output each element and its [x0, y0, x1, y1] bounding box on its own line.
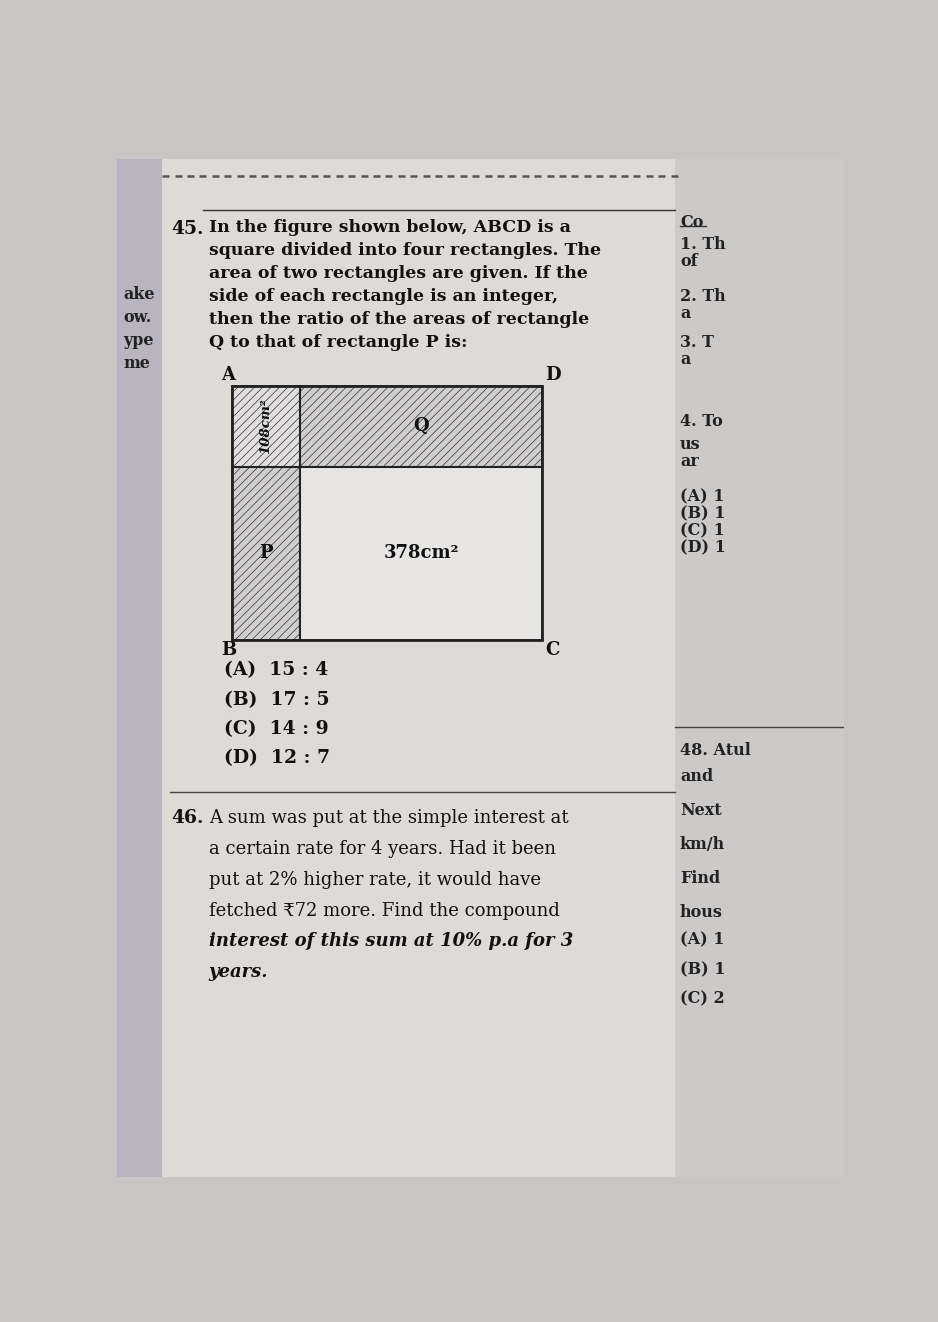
- Text: ake: ake: [124, 286, 155, 303]
- Text: Q to that of rectangle P is:: Q to that of rectangle P is:: [208, 334, 467, 352]
- Text: and: and: [680, 768, 713, 785]
- Text: Find: Find: [680, 870, 720, 887]
- Text: C: C: [545, 641, 559, 660]
- Text: a: a: [680, 305, 690, 323]
- Text: ow.: ow.: [124, 309, 152, 325]
- Text: put at 2% higher rate, it would have: put at 2% higher rate, it would have: [208, 871, 540, 888]
- Bar: [300, 467, 542, 640]
- Text: 45.: 45.: [172, 221, 204, 238]
- Text: 2. Th: 2. Th: [680, 288, 726, 305]
- Bar: [232, 467, 300, 640]
- Bar: [232, 386, 542, 640]
- Bar: [300, 386, 542, 467]
- Text: D: D: [545, 366, 561, 385]
- Text: A: A: [221, 366, 235, 385]
- Text: 48. Atul: 48. Atul: [680, 742, 750, 759]
- Text: km/h: km/h: [680, 837, 725, 853]
- Text: 46.: 46.: [172, 809, 204, 828]
- Text: B: B: [221, 641, 236, 660]
- Text: In the figure shown below, ABCD is a: In the figure shown below, ABCD is a: [208, 218, 570, 235]
- Text: ar: ar: [680, 452, 699, 469]
- Text: fetched ₹72 more. Find the compound: fetched ₹72 more. Find the compound: [208, 902, 560, 920]
- Text: (A)  15 : 4: (A) 15 : 4: [224, 661, 328, 680]
- Text: 1. Th: 1. Th: [680, 235, 726, 253]
- Bar: [675, 159, 844, 1177]
- Text: me: me: [124, 356, 150, 371]
- Text: (A) 1: (A) 1: [680, 932, 724, 949]
- Text: 378cm²: 378cm²: [384, 545, 459, 562]
- Text: hous: hous: [680, 904, 723, 921]
- Text: ype: ype: [124, 332, 154, 349]
- Text: side of each rectangle is an integer,: side of each rectangle is an integer,: [208, 288, 558, 305]
- Text: 3. T: 3. T: [680, 334, 714, 352]
- Text: (B)  17 : 5: (B) 17 : 5: [224, 690, 329, 709]
- Text: (B) 1: (B) 1: [680, 505, 725, 522]
- Text: P: P: [259, 545, 273, 562]
- Bar: [232, 386, 300, 467]
- Text: Q: Q: [414, 418, 429, 435]
- Text: (C) 1: (C) 1: [680, 522, 725, 539]
- Text: (D)  12 : 7: (D) 12 : 7: [224, 750, 330, 767]
- Text: Co: Co: [680, 214, 704, 231]
- Text: interest of this sum at 10% p.a for 3: interest of this sum at 10% p.a for 3: [208, 932, 573, 951]
- Text: (C)  14 : 9: (C) 14 : 9: [224, 720, 329, 738]
- Text: (B) 1: (B) 1: [680, 961, 725, 978]
- Text: then the ratio of the areas of rectangle: then the ratio of the areas of rectangle: [208, 311, 589, 328]
- Text: 108cm²: 108cm²: [260, 398, 273, 453]
- Text: A sum was put at the simple interest at: A sum was put at the simple interest at: [208, 809, 568, 828]
- Text: us: us: [680, 436, 701, 453]
- Text: 4. To: 4. To: [680, 412, 722, 430]
- Text: a certain rate for 4 years. Had it been: a certain rate for 4 years. Had it been: [208, 839, 555, 858]
- Bar: [162, 159, 675, 1177]
- Text: years.: years.: [208, 964, 268, 981]
- Text: (C) 2: (C) 2: [680, 990, 725, 1007]
- Text: area of two rectangles are given. If the: area of two rectangles are given. If the: [208, 264, 587, 282]
- Bar: [117, 159, 162, 1177]
- Text: square divided into four rectangles. The: square divided into four rectangles. The: [208, 242, 601, 259]
- Text: of: of: [680, 253, 697, 270]
- Text: a: a: [680, 352, 690, 368]
- Text: Next: Next: [680, 802, 721, 820]
- Text: (D) 1: (D) 1: [680, 539, 726, 557]
- Text: (A) 1: (A) 1: [680, 488, 724, 505]
